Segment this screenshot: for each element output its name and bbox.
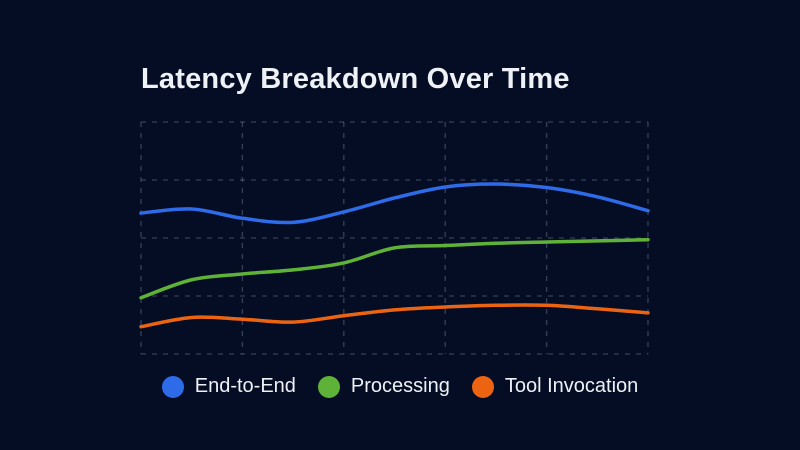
legend-dot-icon <box>161 375 184 398</box>
chart-legend: End-to-End Processing Tool Invocation <box>0 375 800 398</box>
legend-dot-icon <box>317 375 340 398</box>
legend-item-end-to-end: End-to-End <box>161 375 296 398</box>
legend-dot-icon <box>471 375 494 398</box>
series-line-processing <box>139 237 650 300</box>
legend-item-processing: Processing <box>317 375 450 398</box>
series-line-tool-invocation <box>139 303 650 329</box>
legend-label: Processing <box>350 375 450 397</box>
chart-title: Latency Breakdown Over Time <box>141 63 570 95</box>
series-line-end-to-end <box>139 182 650 225</box>
grid-lines <box>140 121 649 355</box>
legend-item-tool-invocation: Tool Invocation <box>471 375 639 398</box>
legend-label: Tool Invocation <box>504 375 639 397</box>
legend-label: End-to-End <box>194 375 296 397</box>
